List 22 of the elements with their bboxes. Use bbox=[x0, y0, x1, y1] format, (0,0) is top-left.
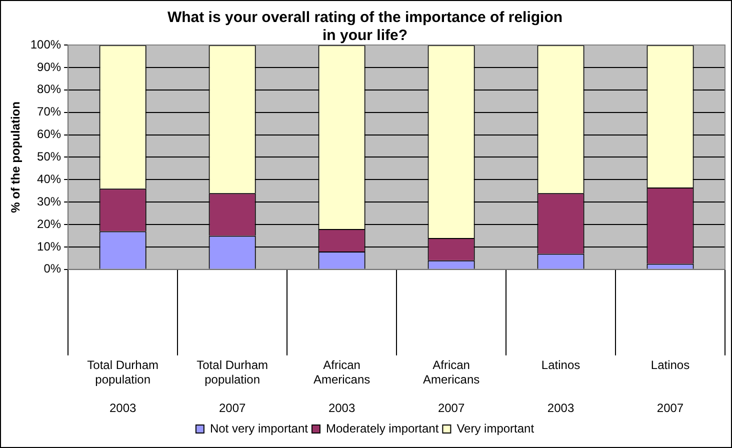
y-tick-label: 50% bbox=[37, 150, 62, 164]
y-tick-label: 60% bbox=[37, 127, 62, 142]
y-tick-label: 100% bbox=[30, 37, 62, 52]
y-axis-title: % of the population bbox=[8, 102, 23, 213]
category-label: Latinos 2003 bbox=[541, 358, 580, 416]
category-label: African Americans 2003 bbox=[313, 358, 370, 416]
y-tick-label: 30% bbox=[37, 194, 62, 208]
y-tick-label: 10% bbox=[37, 239, 62, 254]
y-tick-label: 20% bbox=[37, 216, 62, 231]
y-tick-label: 0% bbox=[44, 262, 62, 276]
category-label: Latinos 2007 bbox=[650, 358, 690, 416]
chart-title: What is your overall rating of the importance of religion in your life? bbox=[167, 9, 563, 44]
legend-label: Very important bbox=[456, 421, 535, 436]
legend-label: Moderately important bbox=[326, 421, 440, 436]
y-tick-label: 80% bbox=[37, 82, 62, 96]
y-tick-label: 70% bbox=[37, 104, 62, 119]
y-tick-label: 90% bbox=[37, 60, 62, 74]
y-tick-label: 40% bbox=[37, 172, 62, 186]
category-label: Total Durham population 2007 bbox=[196, 358, 268, 416]
category-label: Total Durham population 2003 bbox=[87, 358, 159, 416]
legend-label: Not very important bbox=[210, 421, 309, 436]
category-label: African Americans 2007 bbox=[422, 358, 480, 416]
